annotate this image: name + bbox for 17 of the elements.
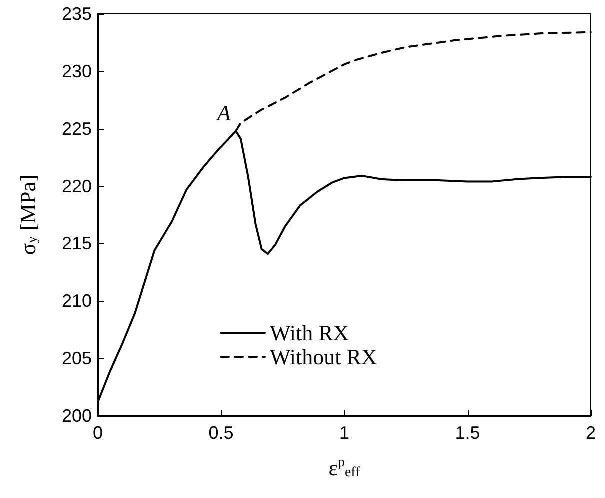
y-tick-label: 210 <box>62 291 92 312</box>
y-tick-label: 215 <box>62 234 92 254</box>
y-axis-title: σy [MPa] <box>16 174 40 256</box>
x-tick-label: 0 <box>92 423 104 443</box>
y-tick-label: 230 <box>62 61 92 82</box>
x-tick-label: 1.5 <box>455 423 480 443</box>
x-tick-label: 0.5 <box>208 423 234 443</box>
y-tick-label: 220 <box>62 176 92 196</box>
annotation: A <box>215 100 232 126</box>
x-tick-label: 2 <box>586 423 596 443</box>
legend-label: With RX <box>270 320 350 346</box>
y-tick-label: 225 <box>62 118 92 139</box>
y-tick-label: 235 <box>62 4 92 24</box>
y-tick-label: 205 <box>62 348 92 369</box>
y-tick-label: 200 <box>62 406 92 426</box>
x-tick-label: 1 <box>339 423 350 443</box>
legend-label: Without RX <box>270 344 378 370</box>
